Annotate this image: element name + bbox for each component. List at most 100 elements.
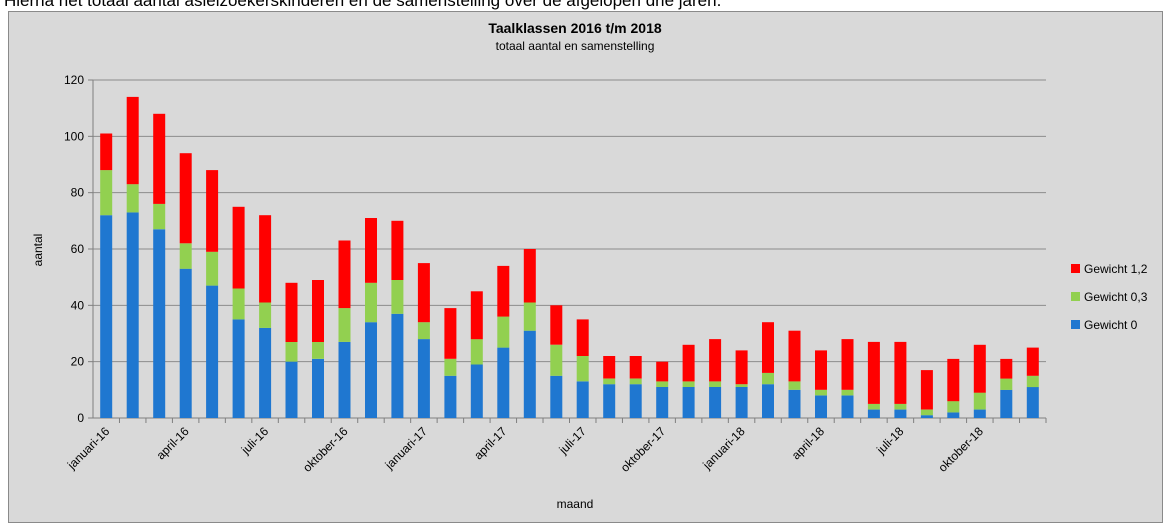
bar-segment (100, 133, 113, 171)
bar-segment (497, 347, 510, 418)
bar-segment (126, 96, 139, 185)
bar-segment (947, 358, 960, 402)
bar-segment (285, 341, 298, 362)
bar-segment (206, 251, 219, 286)
bar-segment (894, 341, 907, 404)
bar-segment (576, 381, 589, 418)
bar-segment (179, 153, 192, 244)
bar-segment (603, 384, 616, 418)
document-intro-text: Hierna het totaal aantal asielzoekerskin… (4, 0, 722, 10)
bar-segment (947, 412, 960, 418)
bar-segment (126, 184, 139, 213)
bar-segment (920, 370, 933, 410)
legend-swatch (1071, 264, 1080, 273)
bar-segment (762, 384, 774, 418)
bar-segment (126, 212, 139, 418)
legend-label: Gewicht 0 (1084, 318, 1138, 332)
bar-segment (179, 268, 192, 418)
y-tick-label: 0 (77, 411, 84, 425)
bar-segment (762, 322, 774, 373)
bar-segment (179, 243, 192, 269)
bar-segment (417, 263, 430, 323)
legend-label: Gewicht 0,3 (1084, 290, 1148, 304)
bar-segment (365, 322, 377, 418)
bar-segment (656, 387, 669, 418)
x-tick-label: juli-16 (238, 424, 271, 457)
bar-segment (523, 302, 536, 331)
bar-segment (338, 308, 351, 342)
y-tick-label: 120 (64, 73, 84, 87)
bar-segment (576, 356, 589, 382)
bar-segment (735, 387, 748, 418)
x-tick-label: januari-17 (382, 424, 431, 473)
bar-segment (841, 389, 854, 396)
x-tick-label: juli-18 (873, 424, 906, 457)
bar-segment (550, 305, 563, 345)
bar-segment (391, 313, 404, 418)
bar-segment (682, 381, 695, 387)
bar-segment (259, 327, 272, 418)
bar-segment (973, 344, 986, 393)
bar-segment (603, 378, 616, 385)
legend-swatch (1071, 292, 1080, 301)
bar-segment (1026, 347, 1039, 376)
bar-segment (470, 291, 483, 340)
legend-swatch (1071, 320, 1080, 329)
bar-segment (285, 361, 298, 418)
bar-segment (841, 395, 854, 418)
bar-segment (232, 288, 245, 320)
bar-segment (788, 389, 801, 418)
bar-segment (206, 285, 219, 418)
bar-segment (973, 392, 986, 410)
bar-segment (523, 330, 536, 418)
bar-segment (497, 316, 510, 348)
bar-segment (391, 220, 404, 280)
bar-segment (444, 358, 457, 376)
bar-segment (523, 249, 536, 303)
bar-segment (100, 170, 113, 216)
bar-segment (894, 403, 907, 410)
x-tick-label: oktober-16 (300, 424, 351, 475)
x-tick-label: januari-18 (699, 424, 748, 473)
bar-segment (947, 401, 960, 413)
bar-segment (365, 218, 377, 283)
bar-segment (285, 282, 298, 342)
legend: Gewicht 1,2 Gewicht 0,3 Gewicht 0 (1071, 262, 1148, 332)
bar-segment (920, 415, 933, 418)
bar-segment (788, 381, 801, 390)
bar-segment (656, 361, 669, 382)
bar-segment (735, 384, 748, 387)
x-axis-title: maand (557, 497, 594, 511)
bar-segment (735, 350, 748, 385)
bar-segment (100, 215, 113, 418)
bar-segment (762, 372, 774, 385)
bar-segment (497, 265, 510, 317)
legend-label: Gewicht 1,2 (1084, 262, 1148, 276)
bar-segment (338, 240, 351, 309)
bar-segment (550, 375, 563, 419)
bar-segment (867, 403, 880, 410)
bar-segment (629, 384, 642, 418)
bar-segment (365, 282, 377, 323)
bar-segment (206, 170, 219, 252)
y-tick-label: 100 (64, 129, 84, 143)
bar-segment (153, 203, 166, 230)
bar-segment (841, 339, 854, 390)
chart-area (8, 11, 1163, 523)
y-axis-title: aantal (31, 234, 45, 267)
bar-segment (153, 113, 166, 204)
x-tick-label: april-16 (154, 424, 192, 462)
bar-segment (682, 387, 695, 418)
bar-segment (603, 356, 616, 379)
chart-title: Taalklassen 2016 t/m 2018 (488, 20, 662, 36)
x-tick-label: oktober-18 (935, 424, 986, 475)
bar-segment (312, 358, 324, 418)
bar-segment (788, 330, 801, 382)
bar-segment (1000, 378, 1013, 390)
bar-segment (867, 341, 880, 404)
x-tick-label: juli-17 (556, 424, 589, 457)
x-tick-label: januari-16 (64, 424, 113, 473)
bar-segment (709, 381, 722, 387)
bar-segment (550, 344, 563, 376)
